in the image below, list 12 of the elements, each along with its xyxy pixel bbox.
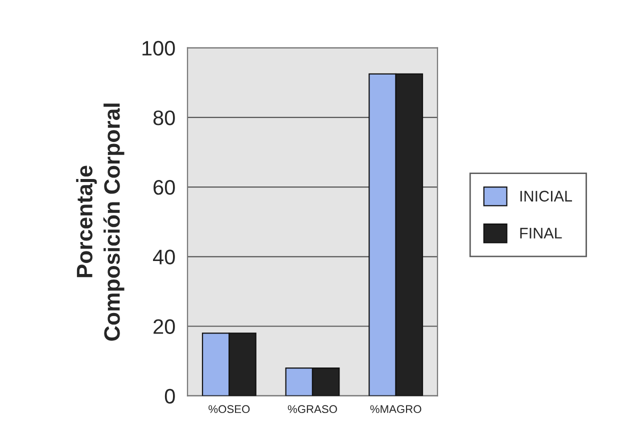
x-tick-label: %OSEO bbox=[208, 405, 250, 414]
y-tick-label: 100 bbox=[142, 40, 175, 56]
y-tick-label: 40 bbox=[153, 250, 175, 264]
x-tick-label: %MAGRO bbox=[370, 405, 422, 414]
y-tick-label: 20 bbox=[154, 319, 175, 334]
y-axis-title: Porcentaje Composición Corporal bbox=[76, 104, 124, 341]
y-tick-label: 0 bbox=[164, 388, 175, 404]
x-tick-label: %GRASO bbox=[288, 405, 337, 414]
legend-label: INICIAL bbox=[520, 190, 572, 202]
y-tick-label: 60 bbox=[154, 180, 175, 195]
legend-label: FINAL bbox=[520, 228, 562, 238]
y-tick-label: 80 bbox=[153, 110, 175, 126]
